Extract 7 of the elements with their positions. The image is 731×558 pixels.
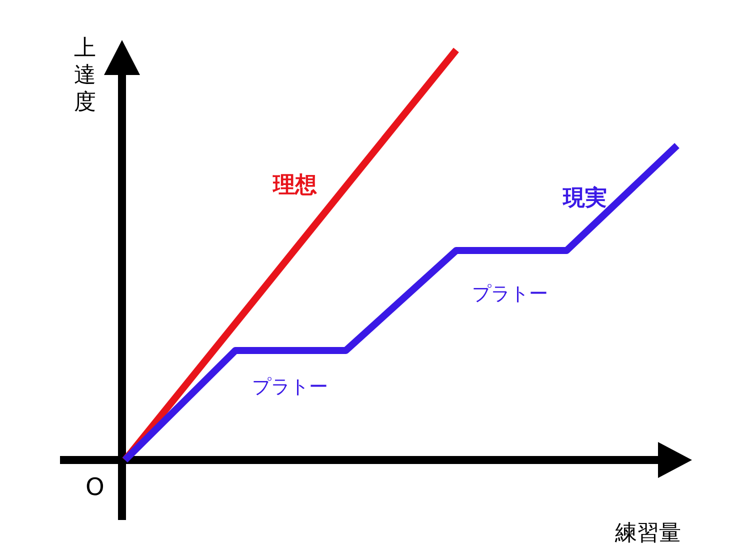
annotation: プラトー xyxy=(252,376,328,398)
y-axis-title: 上達度 xyxy=(74,36,96,115)
series-label: 理想 xyxy=(272,173,317,198)
series-label: 現実 xyxy=(562,185,607,211)
x-axis-title: 練習量 xyxy=(614,521,681,546)
annotation: プラトー xyxy=(472,283,548,305)
text: O xyxy=(86,473,104,501)
